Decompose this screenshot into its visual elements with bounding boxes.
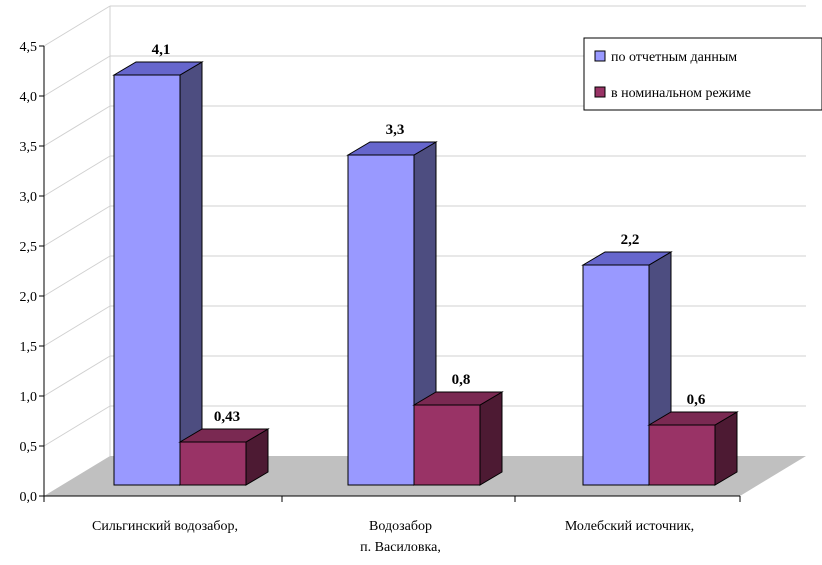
bar-nominal-2 xyxy=(647,411,739,486)
data-label: 3,3 xyxy=(386,122,405,138)
gridline-diagonal xyxy=(43,205,111,247)
bar-front-face xyxy=(648,424,716,486)
gridline-diagonal xyxy=(43,405,111,447)
y-tick-label: 0,0 xyxy=(20,490,38,505)
data-label: 2,2 xyxy=(621,232,640,248)
gridline-diagonal xyxy=(43,55,111,97)
y-tick-label: 4,0 xyxy=(20,90,38,105)
x-category-label: п. Василовка, xyxy=(360,540,441,555)
y-tick-label: 1,5 xyxy=(20,340,38,355)
y-tick-label: 4,5 xyxy=(20,40,38,55)
bar-reported-0 xyxy=(112,61,204,486)
gridline-diagonal xyxy=(43,305,111,347)
chart-bars-group xyxy=(112,61,739,486)
y-tick-label: 3,5 xyxy=(20,140,38,155)
x-category-label: Молебский источник, xyxy=(565,519,694,534)
bar-nominal-0 xyxy=(178,428,270,486)
data-label: 0,6 xyxy=(687,392,706,408)
legend-swatch xyxy=(594,86,606,98)
data-label: 0,8 xyxy=(452,372,471,388)
bar-nominal-1 xyxy=(412,391,504,486)
bar-front-face xyxy=(179,441,247,486)
gridline-diagonal xyxy=(43,155,111,197)
bar-front-face xyxy=(582,264,650,486)
legend: по отчетным данным в номинальном режиме xyxy=(583,37,822,111)
data-label: 0,43 xyxy=(214,409,240,425)
legend-label: в номинальном режиме xyxy=(611,86,751,101)
x-category-label: Водозабор xyxy=(369,519,432,534)
bar-front-face xyxy=(347,154,415,486)
bar-side-face xyxy=(479,391,503,486)
bar-front-face xyxy=(113,74,181,486)
legend-label: по отчетным данным xyxy=(611,50,737,65)
bar-front-face xyxy=(413,404,481,486)
y-tick-label: 2,5 xyxy=(20,240,38,255)
data-label: 4,1 xyxy=(152,42,171,58)
x-category-label: Сильгинский водозабор, xyxy=(92,519,238,534)
y-tick-label: 0,5 xyxy=(20,440,38,455)
y-tick-label: 2,0 xyxy=(20,290,38,305)
y-tick-label: 1,0 xyxy=(20,390,38,405)
gridline-diagonal xyxy=(43,355,111,397)
gridline-diagonal xyxy=(43,5,111,47)
gridline-diagonal xyxy=(43,255,111,297)
gridline-diagonal xyxy=(43,105,111,147)
legend-box xyxy=(583,37,822,111)
bar-side-face xyxy=(179,61,203,486)
y-tick-label: 3,0 xyxy=(20,190,38,205)
chart-data-labels-group: 4,1 0,43 3,3 0,8 2,2 0,6 xyxy=(152,42,706,425)
legend-swatch xyxy=(594,50,606,62)
